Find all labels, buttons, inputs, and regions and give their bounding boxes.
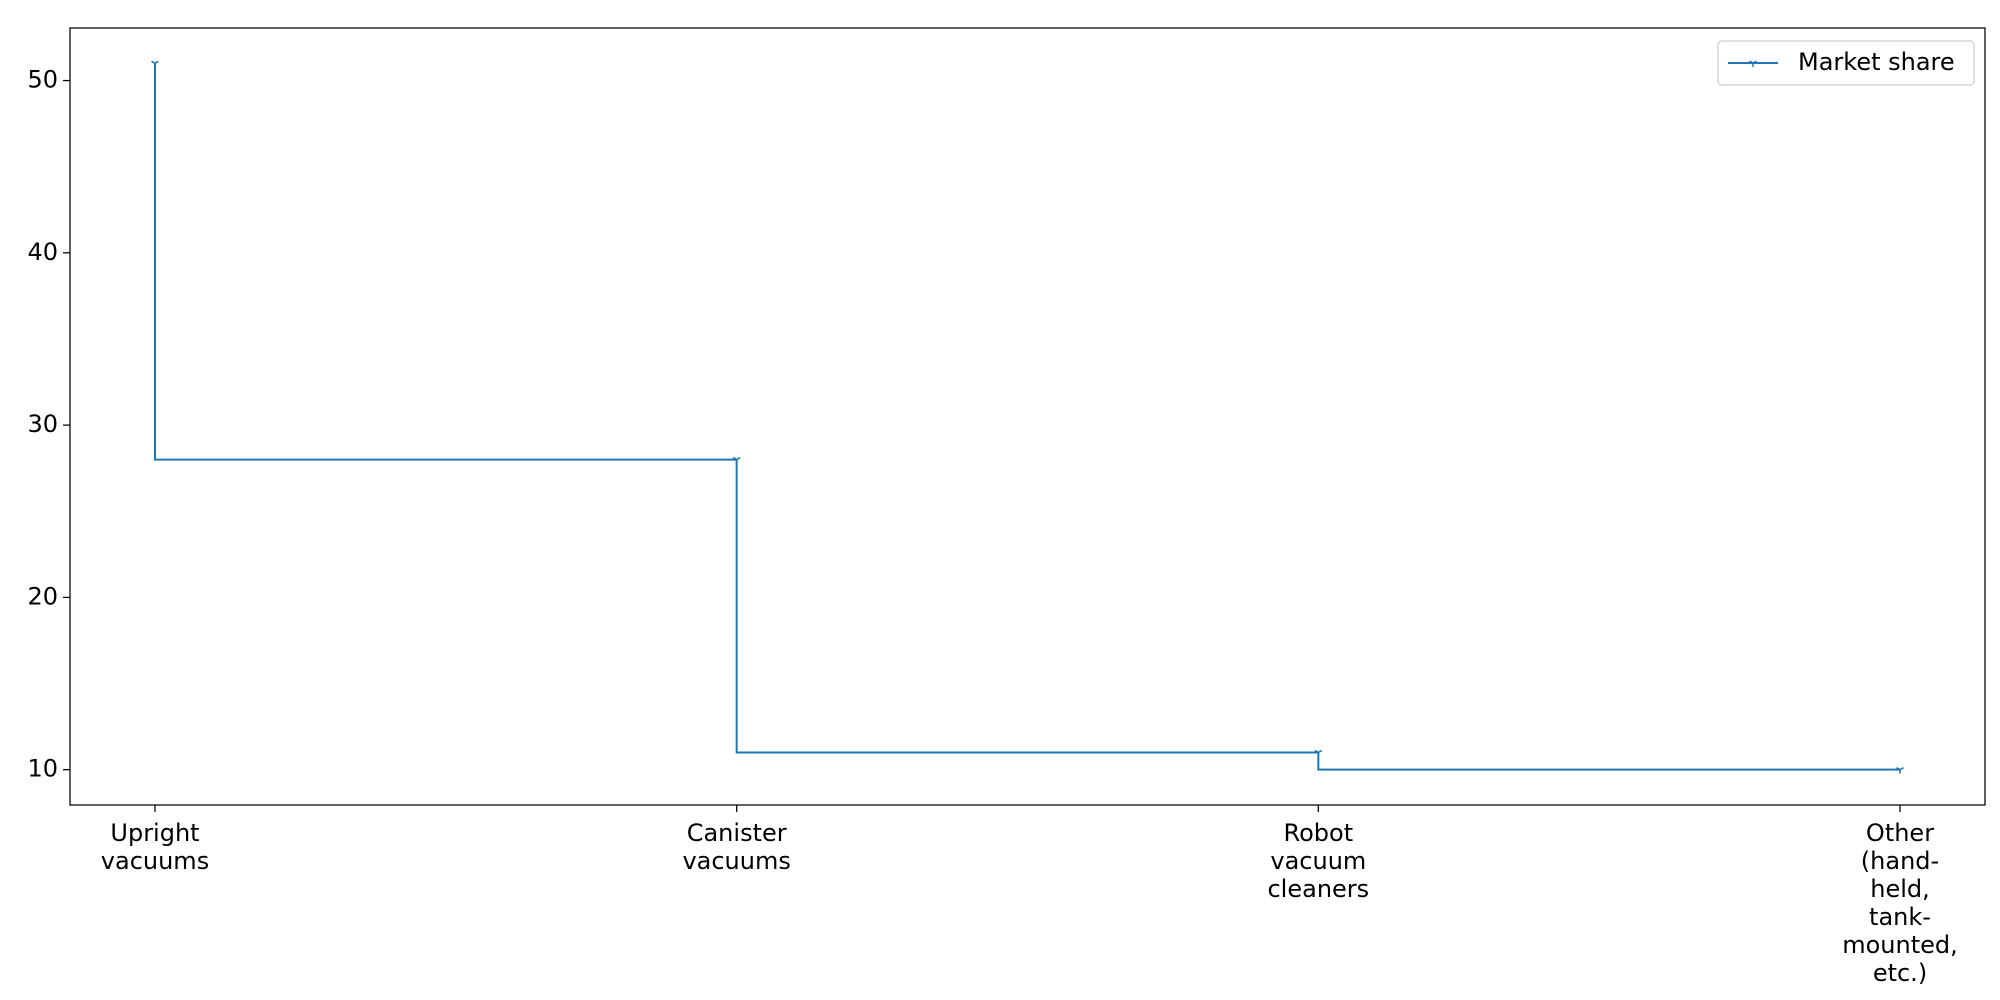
- y-tick-label: 20: [27, 582, 58, 610]
- y-axis: 10 20 30 40 50: [27, 66, 70, 783]
- x-tick-label: Other (hand-held, tank-mounted, etc.): [1842, 819, 1958, 987]
- y-tick-label: 50: [27, 66, 58, 94]
- x-tick-label-line: held,: [1870, 875, 1930, 903]
- x-tick-label-line: Upright: [110, 819, 199, 847]
- data-point: [732, 456, 741, 464]
- x-tick-label-line: vacuums: [682, 847, 790, 875]
- y-tick-label: 30: [27, 410, 58, 438]
- x-tick-label-line: (hand-: [1861, 847, 1939, 875]
- y-tick-label: 10: [27, 755, 58, 783]
- x-tick-label-line: Canister: [687, 819, 787, 847]
- y-tick-label: 40: [27, 238, 58, 266]
- x-tick-label-line: tank-: [1869, 903, 1931, 931]
- x-tick-label-line: vacuum: [1270, 847, 1366, 875]
- legend-marker: [1749, 60, 1757, 67]
- x-tick-label-line: Other: [1866, 819, 1934, 847]
- data-point: [1314, 749, 1323, 757]
- legend-box: [1717, 40, 1975, 86]
- series-layer: [151, 60, 1904, 774]
- legend-label: Market share: [1798, 48, 1955, 76]
- x-tick-label-line: etc.): [1873, 959, 1927, 987]
- x-tick-label-line: mounted,: [1842, 931, 1958, 959]
- x-tick-label-line: Robot: [1284, 819, 1354, 847]
- x-tick-label: Canister vacuums: [682, 819, 790, 875]
- x-tick-label-line: cleaners: [1267, 875, 1369, 903]
- x-tick-label-line: vacuums: [101, 847, 209, 875]
- data-point: [151, 60, 159, 68]
- x-tick-label: Robot vacuum cleaners: [1267, 819, 1369, 903]
- x-tick-label: Upright vacuums: [101, 819, 209, 875]
- data-point: [1896, 767, 1904, 774]
- series-line: [154, 63, 1900, 771]
- plot-frame: [69, 27, 1986, 806]
- legend: Market share: [1717, 40, 1975, 86]
